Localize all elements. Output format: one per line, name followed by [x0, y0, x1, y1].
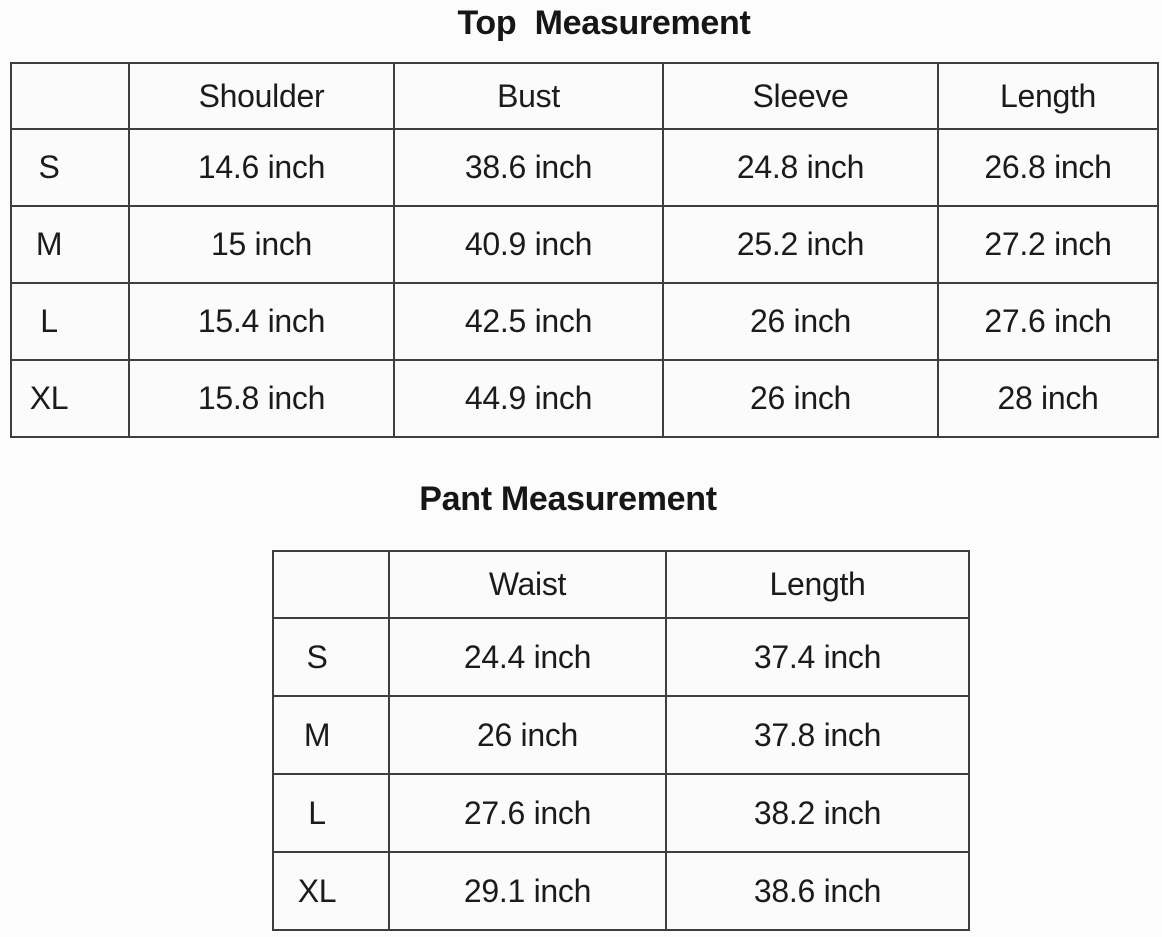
size-label: XL: [272, 851, 390, 931]
size-label: M: [10, 205, 130, 284]
measurement-cell: 38.6 inch: [393, 128, 664, 207]
column-header-length: Length: [665, 550, 970, 619]
table-row-s: S 14.6 inch 38.6 inch 24.8 inch 26.8 inc…: [10, 128, 1159, 207]
measurement-cell: 15.4 inch: [128, 282, 395, 361]
column-header-size: [272, 550, 390, 619]
size-label: M: [272, 695, 390, 775]
table-row-xl: XL 15.8 inch 44.9 inch 26 inch 28 inch: [10, 359, 1159, 438]
size-label: L: [272, 773, 390, 853]
size-label: L: [10, 282, 130, 361]
measurement-cell: 26 inch: [662, 359, 939, 438]
pant-measurement-title: Pant Measurement: [419, 480, 717, 518]
table-header-row: Waist Length: [272, 550, 970, 619]
size-label: XL: [10, 359, 130, 438]
measurement-cell: 15.8 inch: [128, 359, 395, 438]
table-row-m: M 26 inch 37.8 inch: [272, 695, 970, 775]
measurement-cell: 42.5 inch: [393, 282, 664, 361]
column-header-bust: Bust: [393, 62, 664, 130]
measurement-cell: 26 inch: [388, 695, 667, 775]
measurement-cell: 26.8 inch: [937, 128, 1159, 207]
measurement-cell: 15 inch: [128, 205, 395, 284]
table-row-xl: XL 29.1 inch 38.6 inch: [272, 851, 970, 931]
measurement-cell: 40.9 inch: [393, 205, 664, 284]
column-header-length: Length: [937, 62, 1159, 130]
measurement-cell: 37.4 inch: [665, 617, 970, 697]
measurement-cell: 26 inch: [662, 282, 939, 361]
measurement-cell: 38.6 inch: [665, 851, 970, 931]
measurement-cell: 25.2 inch: [662, 205, 939, 284]
table-header-row: Shoulder Bust Sleeve Length: [10, 62, 1159, 130]
measurement-cell: 24.4 inch: [388, 617, 667, 697]
table-row-s: S 24.4 inch 37.4 inch: [272, 617, 970, 697]
top-measurement-title: Top Measurement: [457, 4, 751, 42]
size-label: S: [272, 617, 390, 697]
measurement-cell: 14.6 inch: [128, 128, 395, 207]
column-header-waist: Waist: [388, 550, 667, 619]
column-header-sleeve: Sleeve: [662, 62, 939, 130]
table-row-l: L 15.4 inch 42.5 inch 26 inch 27.6 inch: [10, 282, 1159, 361]
measurement-cell: 27.6 inch: [937, 282, 1159, 361]
column-header-shoulder: Shoulder: [128, 62, 395, 130]
measurement-cell: 27.6 inch: [388, 773, 667, 853]
measurement-cell: 29.1 inch: [388, 851, 667, 931]
measurement-cell: 24.8 inch: [662, 128, 939, 207]
column-header-size: [10, 62, 130, 130]
table-row-l: L 27.6 inch 38.2 inch: [272, 773, 970, 853]
table-row-m: M 15 inch 40.9 inch 25.2 inch 27.2 inch: [10, 205, 1159, 284]
measurement-cell: 38.2 inch: [665, 773, 970, 853]
pant-measurement-table: Waist Length S 24.4 inch 37.4 inch M 26 …: [272, 550, 970, 931]
measurement-cell: 44.9 inch: [393, 359, 664, 438]
measurement-cell: 27.2 inch: [937, 205, 1159, 284]
top-measurement-table: Shoulder Bust Sleeve Length S 14.6 inch …: [10, 62, 1159, 438]
measurement-cell: 37.8 inch: [665, 695, 970, 775]
size-label: S: [10, 128, 130, 207]
measurement-cell: 28 inch: [937, 359, 1159, 438]
